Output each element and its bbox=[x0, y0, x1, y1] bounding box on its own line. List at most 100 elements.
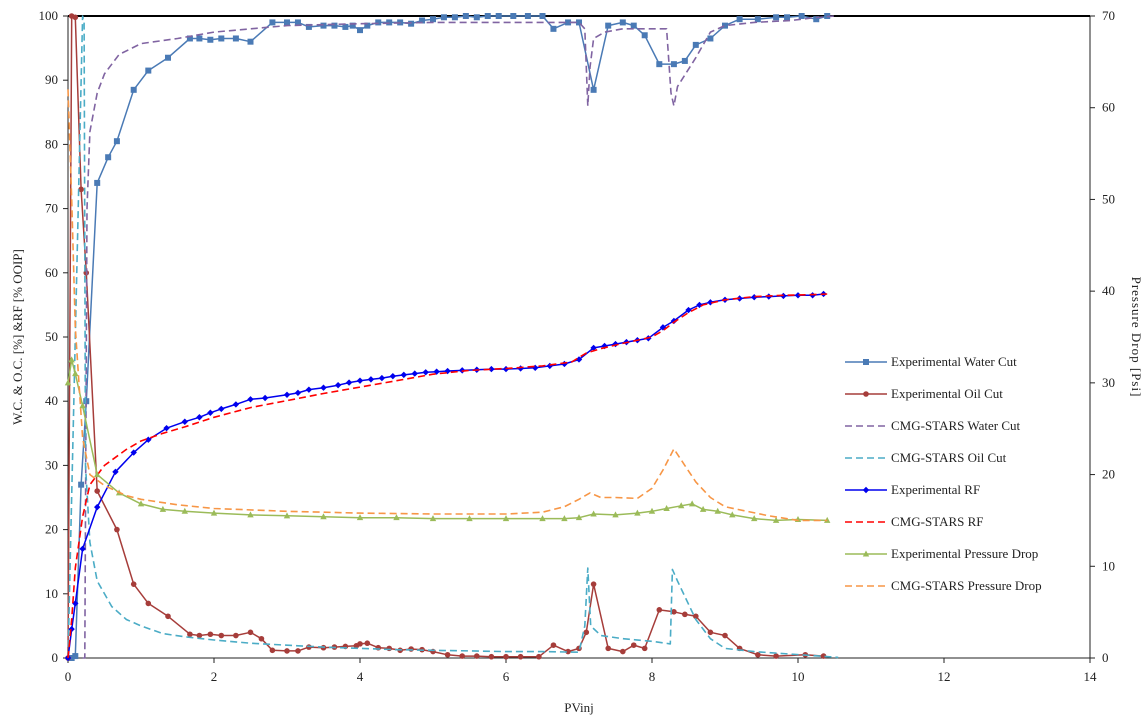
data-point-experimental-rf bbox=[72, 600, 79, 607]
x-tick-label: 12 bbox=[938, 669, 951, 684]
data-point-experimental-water-cut bbox=[232, 35, 239, 42]
legend-item-experimental-pressure-drop: Experimental Pressure Drop bbox=[845, 546, 1038, 561]
data-point-experimental-water-cut bbox=[145, 67, 152, 74]
data-point-experimental-pressure-drop bbox=[678, 502, 685, 509]
y-right-tick-label: 40 bbox=[1102, 283, 1115, 298]
data-point-experimental-pressure-drop bbox=[356, 514, 364, 521]
data-point-experimental-pressure-drop bbox=[751, 515, 758, 522]
y-left-tick-label: 80 bbox=[45, 136, 58, 151]
data-point-experimental-oil-cut bbox=[671, 608, 677, 615]
data-point-experimental-oil-cut bbox=[408, 646, 414, 652]
data-point-experimental-water-cut bbox=[813, 16, 820, 23]
data-point-experimental-oil-cut bbox=[503, 653, 509, 660]
data-point-experimental-rf bbox=[112, 468, 119, 476]
series-line-experimental-oil-cut bbox=[67, 15, 824, 659]
data-point-experimental-oil-cut bbox=[130, 581, 137, 587]
data-point-experimental-water-cut bbox=[364, 22, 371, 29]
series-cmg-stars-rf bbox=[67, 293, 828, 659]
series-experimental-pressure-drop bbox=[64, 356, 831, 523]
data-point-experimental-water-cut bbox=[605, 22, 612, 29]
y-axis-right-title: Pressure Drop [Psi] bbox=[1129, 277, 1144, 398]
data-point-experimental-water-cut bbox=[196, 35, 203, 42]
data-point-experimental-oil-cut bbox=[295, 648, 301, 654]
series-cmg-stars-oil-cut bbox=[67, 15, 839, 659]
data-point-experimental-water-cut bbox=[736, 16, 743, 23]
data-point-experimental-pressure-drop bbox=[137, 500, 145, 507]
data-point-experimental-pressure-drop bbox=[466, 515, 473, 522]
x-tick-label: 4 bbox=[357, 669, 364, 684]
data-point-experimental-pressure-drop bbox=[663, 505, 670, 512]
data-point-experimental-water-cut bbox=[68, 655, 75, 661]
y-right-tick-label: 50 bbox=[1102, 191, 1115, 206]
data-point-experimental-oil-cut bbox=[565, 648, 571, 655]
x-axis-title: PVinj bbox=[564, 700, 594, 715]
data-point-experimental-pressure-drop bbox=[561, 515, 568, 522]
data-point-experimental-oil-cut bbox=[550, 642, 557, 648]
data-point-experimental-rf bbox=[685, 306, 692, 314]
data-point-experimental-oil-cut bbox=[145, 600, 152, 607]
data-point-experimental-rf bbox=[79, 545, 86, 553]
data-point-experimental-oil-cut bbox=[196, 632, 203, 639]
data-point-experimental-water-cut bbox=[440, 14, 447, 21]
data-point-experimental-pressure-drop bbox=[320, 513, 327, 520]
data-point-experimental-water-cut bbox=[692, 41, 699, 48]
legend-item-experimental-water-cut: Experimental Water Cut bbox=[845, 354, 1017, 369]
data-point-experimental-pressure-drop bbox=[68, 356, 75, 363]
series-layer bbox=[64, 13, 839, 662]
data-point-experimental-rf bbox=[488, 365, 495, 373]
data-point-experimental-oil-cut bbox=[269, 647, 276, 654]
data-point-experimental-oil-cut bbox=[357, 641, 363, 647]
data-point-experimental-water-cut bbox=[473, 14, 480, 21]
data-point-experimental-rf bbox=[247, 396, 254, 403]
legend-label: CMG-STARS Oil Cut bbox=[891, 450, 1007, 465]
data-point-experimental-rf bbox=[283, 391, 291, 398]
y-axis-right: 0 10 20 30 40 50 60 70 bbox=[1090, 8, 1115, 665]
data-point-experimental-water-cut bbox=[641, 32, 648, 39]
data-point-experimental-oil-cut bbox=[722, 632, 728, 639]
y-right-tick-label: 30 bbox=[1102, 375, 1115, 390]
data-point-experimental-oil-cut bbox=[258, 635, 265, 642]
data-point-experimental-pressure-drop bbox=[575, 514, 583, 521]
data-point-experimental-water-cut bbox=[294, 19, 301, 26]
data-point-experimental-oil-cut bbox=[755, 651, 761, 658]
data-point-experimental-oil-cut bbox=[459, 653, 466, 659]
data-point-experimental-oil-cut bbox=[488, 653, 495, 660]
y-axis-left: 0 10 20 30 40 50 60 70 80 90 100 bbox=[39, 8, 68, 665]
data-point-experimental-water-cut bbox=[78, 481, 85, 488]
data-point-experimental-pressure-drop bbox=[612, 511, 619, 518]
series-experimental-rf bbox=[64, 290, 827, 662]
data-point-experimental-oil-cut bbox=[536, 653, 542, 660]
data-point-experimental-pressure-drop bbox=[699, 505, 707, 512]
data-point-experimental-rf bbox=[356, 377, 364, 384]
data-point-experimental-rf bbox=[794, 292, 802, 299]
data-point-experimental-water-cut bbox=[342, 23, 349, 30]
data-point-experimental-water-cut bbox=[630, 22, 637, 29]
data-point-experimental-oil-cut bbox=[656, 607, 663, 613]
x-tick-label: 2 bbox=[211, 669, 218, 684]
data-point-experimental-oil-cut bbox=[605, 645, 611, 652]
data-point-experimental-water-cut bbox=[349, 22, 356, 29]
data-point-experimental-pressure-drop bbox=[79, 402, 86, 409]
data-point-experimental-water-cut bbox=[284, 19, 290, 26]
data-point-experimental-rf bbox=[130, 449, 137, 456]
y-left-tick-label: 0 bbox=[52, 650, 59, 665]
data-point-experimental-water-cut bbox=[408, 20, 415, 27]
data-point-experimental-pressure-drop bbox=[72, 370, 79, 377]
data-point-experimental-rf bbox=[163, 424, 170, 432]
data-point-experimental-water-cut bbox=[105, 154, 112, 161]
data-point-experimental-rf bbox=[261, 394, 269, 402]
series-line-cmg-stars-pressure-drop bbox=[67, 89, 828, 522]
data-point-experimental-oil-cut bbox=[207, 631, 214, 638]
data-point-experimental-oil-cut bbox=[682, 611, 688, 618]
data-point-experimental-rf bbox=[345, 379, 353, 386]
data-point-experimental-pressure-drop bbox=[429, 515, 437, 522]
y-left-tick-label: 20 bbox=[45, 522, 58, 537]
data-point-experimental-oil-cut bbox=[114, 526, 120, 533]
legend-marker bbox=[862, 550, 870, 557]
series-line-experimental-rf bbox=[67, 293, 824, 659]
data-point-experimental-pressure-drop bbox=[64, 379, 72, 386]
series-line-cmg-stars-water-cut bbox=[82, 15, 835, 659]
data-point-experimental-pressure-drop bbox=[210, 509, 218, 516]
data-point-experimental-oil-cut bbox=[630, 642, 637, 648]
data-point-experimental-rf bbox=[145, 436, 152, 443]
